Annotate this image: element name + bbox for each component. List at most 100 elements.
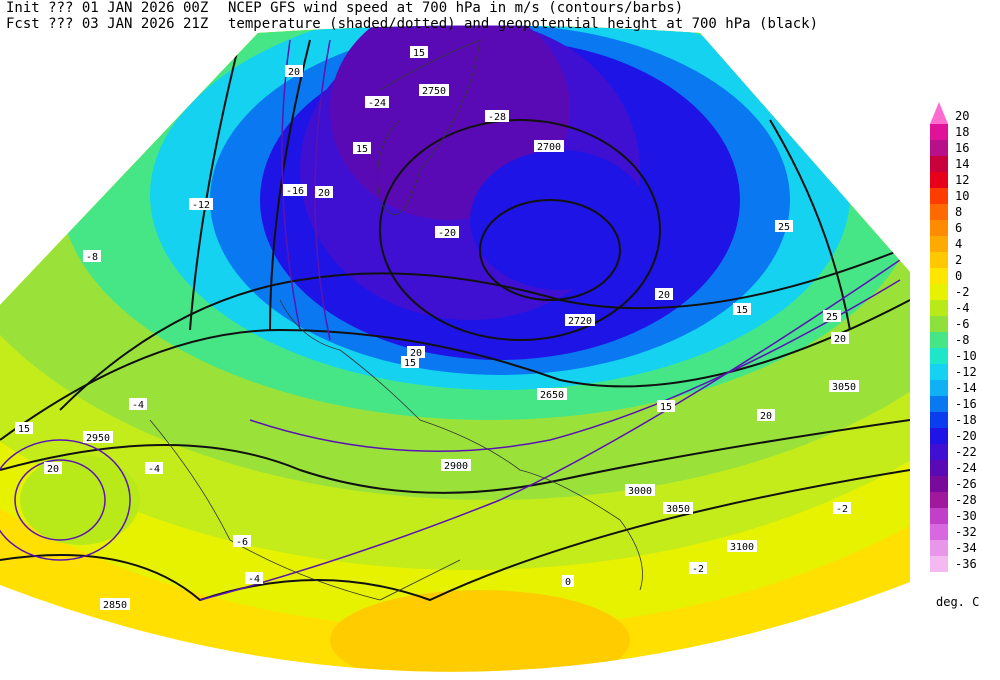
map-label: 3000 (628, 486, 652, 497)
map-label: 25 (826, 312, 838, 323)
colorbar-swatch (930, 268, 948, 284)
colorbar-swatch (930, 412, 948, 428)
map-label-bg (733, 303, 751, 315)
colorbar-swatch (930, 124, 948, 140)
map-label: 20 (834, 334, 846, 345)
wind-contours (0, 39, 901, 601)
map-label: -28 (488, 112, 506, 123)
map-label-bg (757, 409, 775, 421)
colorbar-label: -4 (955, 301, 969, 315)
colorbar-label: -22 (955, 445, 977, 459)
map-label: 20 (47, 464, 59, 475)
map-label: 15 (404, 358, 416, 369)
colorbar-label: -8 (955, 333, 969, 347)
map-label-bg (657, 400, 675, 412)
map-label: 2750 (422, 86, 446, 97)
map-label-bg (44, 462, 62, 474)
colorbar-swatch (930, 364, 948, 380)
colorbar-swatch (930, 380, 948, 396)
colorbar-label: 20 (955, 109, 969, 123)
map-label: 15 (736, 305, 748, 316)
colorbar-label: -36 (955, 557, 977, 571)
colorbar-swatch (930, 332, 948, 348)
map-label-bg (441, 459, 471, 471)
coastlines (149, 39, 643, 601)
map-label: 2700 (537, 142, 561, 153)
map-label-bg (401, 356, 419, 368)
colorbar-label: 4 (955, 237, 962, 251)
colorbar-label: 2 (955, 253, 962, 267)
colorbar-swatch (930, 556, 948, 572)
map-label: 2850 (103, 600, 127, 611)
map-label: 0 (565, 577, 571, 588)
map-label-bg (365, 96, 389, 108)
colorbar-swatch (930, 220, 948, 236)
map-label: -2 (692, 564, 704, 575)
map-label-bg (285, 65, 303, 77)
map-label-bg (15, 422, 33, 434)
map-label-bg (655, 288, 673, 300)
header-subtitle: temperature (shaded/dotted) and geopoten… (228, 16, 818, 32)
colorbar-label: -34 (955, 541, 977, 555)
map-label-bg (283, 184, 307, 196)
header-fcst: Fcst ??? 03 JAN 2026 21Z (6, 16, 208, 32)
map-label-bg (625, 484, 655, 496)
map-label: -4 (248, 574, 260, 585)
colorbar-swatch (930, 540, 948, 556)
map-label-bg (689, 562, 707, 574)
map-label: 20 (318, 188, 330, 199)
map-label-bg (565, 314, 595, 326)
map-label: -4 (148, 464, 160, 475)
map-label-bg (537, 388, 567, 400)
colorbar-label: -14 (955, 381, 977, 395)
colorbar-label: 8 (955, 205, 962, 219)
colorbar-label: -26 (955, 477, 977, 491)
header-init: Init ??? 01 JAN 2026 00Z (6, 0, 208, 16)
colorbar-label: 14 (955, 157, 969, 171)
map-label-bg (727, 540, 757, 552)
colorbar-swatch (930, 188, 948, 204)
map-label: 2650 (540, 390, 564, 401)
map-label: 15 (660, 402, 672, 413)
map-label-bg (129, 398, 147, 410)
map-label-bg (410, 46, 428, 58)
colorbar-label: -18 (955, 413, 977, 427)
map-label-bg (833, 502, 851, 514)
colorbar-label: 12 (955, 173, 969, 187)
map-label: -8 (86, 252, 98, 263)
colorbar-swatch (930, 236, 948, 252)
colorbar-label: -32 (955, 525, 977, 539)
map-label-bg (663, 502, 693, 514)
colorbar-label: -28 (955, 493, 977, 507)
colorbar-label: -30 (955, 509, 977, 523)
map-label-bg (407, 346, 425, 358)
colorbar-swatch (930, 476, 948, 492)
map-label-bg (189, 198, 213, 210)
map-label: -12 (192, 200, 210, 211)
map-label-bg (315, 186, 333, 198)
map-label: 20 (410, 348, 422, 359)
map-label: 15 (413, 48, 425, 59)
colorbar-label: 6 (955, 221, 962, 235)
map-label-bg (775, 220, 793, 232)
map-label: 25 (778, 222, 790, 233)
colorbar-swatch (930, 444, 948, 460)
colorbar-swatch (930, 316, 948, 332)
colorbar-label: -10 (955, 349, 977, 363)
map-label: -2 (836, 504, 848, 515)
map-label: -24 (368, 98, 386, 109)
colorbar-arrow (930, 102, 948, 124)
map-label: 15 (356, 144, 368, 155)
map-label-bg (562, 575, 574, 587)
colorbar-label: -16 (955, 397, 977, 411)
map-label-bg (823, 310, 841, 322)
map-label-bg (245, 572, 263, 584)
colorbar-swatch (930, 252, 948, 268)
colorbar-swatch (930, 508, 948, 524)
colorbar-swatch (930, 300, 948, 316)
map-label: 20 (658, 290, 670, 301)
colorbar-label: -24 (955, 461, 977, 475)
colorbar-swatch (930, 284, 948, 300)
map-label-bg (145, 462, 163, 474)
